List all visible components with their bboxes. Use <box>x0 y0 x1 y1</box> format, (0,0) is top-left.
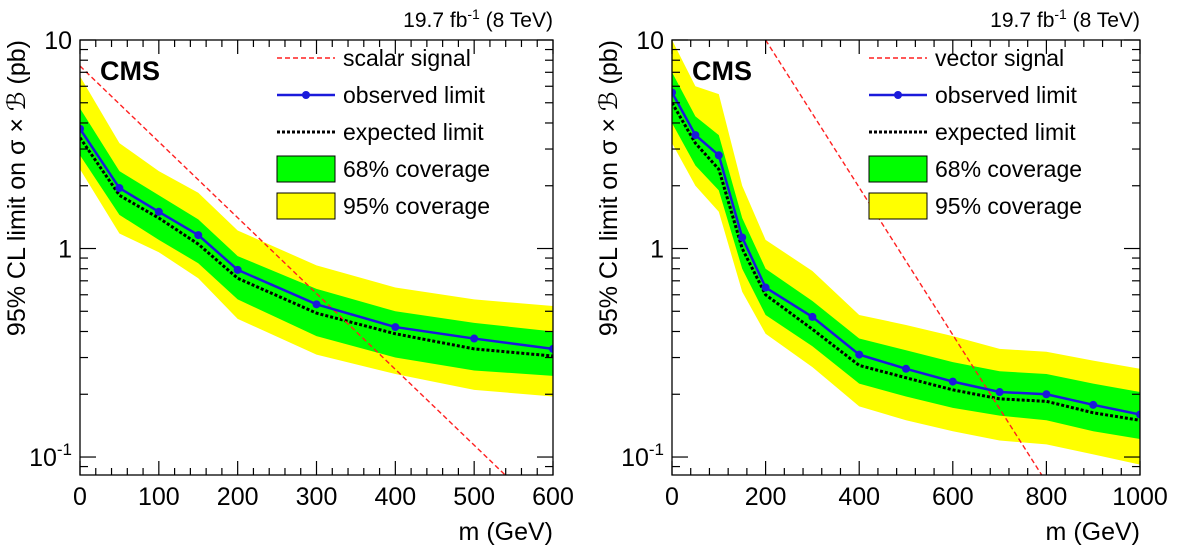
lumi-exponent: -1 <box>467 6 480 22</box>
y-tick-label-exponent: -1 <box>57 440 72 459</box>
y-tick-label: 1 <box>58 236 72 264</box>
observed-limit-point <box>154 207 163 216</box>
x-tick-label: 200 <box>745 483 787 511</box>
lumi-label: 19.7 fb-1 (8 TeV) <box>990 6 1140 32</box>
observed-limit-point <box>1136 410 1140 419</box>
x-axis-title: m (GeV) <box>459 518 553 546</box>
x-tick-label: 0 <box>665 483 679 511</box>
legend-band68-swatch <box>276 155 336 183</box>
legend-observed-label: observed limit <box>935 82 1077 108</box>
lumi-energy: (8 TeV) <box>480 9 553 32</box>
legend-band68-label: 68% coverage <box>935 156 1082 182</box>
y-tick-label-base: 10 <box>636 27 664 55</box>
observed-limit-point <box>902 364 910 373</box>
observed-limit-point <box>761 283 770 292</box>
y-tick-label: 10 <box>636 27 664 55</box>
observed-limit-point <box>1042 390 1051 399</box>
y-tick-label-exponent: -1 <box>649 440 664 459</box>
x-tick-label: 400 <box>374 483 416 511</box>
x-tick-label: 1000 <box>1112 483 1168 511</box>
y-tick-label-base: 10 <box>29 444 57 472</box>
observed-limit-point <box>233 265 242 274</box>
x-tick-label: 600 <box>532 483 574 511</box>
y-axis-title: 95% CL limit on σ × ℬ (pb) <box>3 40 31 336</box>
band-95-coverage <box>672 40 1140 465</box>
lumi-energy: (8 TeV) <box>1067 9 1140 32</box>
y-tick-label: 10-1 <box>29 440 72 472</box>
lumi-exponent: -1 <box>1054 6 1067 22</box>
observed-limit-point <box>115 184 124 193</box>
legend-signal-label: scalar signal <box>343 45 471 71</box>
signal-line <box>765 40 1043 475</box>
legend-observed-label: observed limit <box>343 82 485 108</box>
band-95-coverage <box>80 76 553 397</box>
signal-line <box>80 65 507 475</box>
observed-limit-point <box>714 151 723 160</box>
x-axis-title: m (GeV) <box>1046 518 1140 546</box>
observed-limit-point <box>691 131 700 140</box>
y-axis-title: 95% CL limit on σ × ℬ (pb) <box>595 40 623 336</box>
y-tick-label: 1 <box>650 236 664 264</box>
experiment-label: CMS <box>100 56 160 86</box>
x-tick-label: 800 <box>1026 483 1068 511</box>
observed-limit-point <box>672 88 676 97</box>
experiment-label: CMS <box>692 56 752 86</box>
observed-limit-point <box>549 344 553 353</box>
observed-limit-point <box>948 377 957 386</box>
observed-limit-point <box>391 323 400 332</box>
legend-expected-label: expected limit <box>935 119 1076 145</box>
x-tick-label: 0 <box>73 483 87 511</box>
legend-signal-label: vector signal <box>935 45 1064 71</box>
observed-limit-point <box>808 312 817 321</box>
observed-limit-point <box>995 388 1004 397</box>
y-tick-label-base: 1 <box>58 236 72 264</box>
lumi-value: 19.7 fb <box>403 9 467 32</box>
x-tick-label: 400 <box>838 483 880 511</box>
observed-limit-point <box>855 350 864 359</box>
y-tick-label: 10 <box>44 27 72 55</box>
legend-expected-label: expected limit <box>343 119 484 145</box>
legend-band95-label: 95% coverage <box>343 193 490 219</box>
plot-area <box>672 40 1140 475</box>
band-68-coverage <box>80 108 553 376</box>
lumi-label: 19.7 fb-1 (8 TeV) <box>403 6 553 32</box>
y-tick-label-base: 10 <box>621 444 649 472</box>
x-tick-label: 100 <box>138 483 180 511</box>
observed-limit-point <box>194 231 203 240</box>
observed-limit-point <box>80 124 84 133</box>
x-tick-label: 200 <box>217 483 259 511</box>
y-tick-label: 10-1 <box>621 440 664 472</box>
legend-band95-swatch <box>868 192 928 220</box>
observed-limit-point <box>470 334 479 343</box>
lumi-value: 19.7 fb <box>990 9 1054 32</box>
x-tick-label: 500 <box>453 483 495 511</box>
plot-area <box>80 65 553 475</box>
observed-limit-point <box>312 300 321 309</box>
x-tick-label: 600 <box>932 483 974 511</box>
observed-limit-point <box>1089 400 1098 409</box>
y-tick-label-base: 10 <box>44 27 72 55</box>
legend-band95-label: 95% coverage <box>935 193 1082 219</box>
expected-limit-line <box>80 136 553 358</box>
legend-observed-marker <box>894 91 902 99</box>
observed-limit-point <box>738 233 747 242</box>
legend-band95-swatch <box>276 192 336 220</box>
x-tick-label: 300 <box>296 483 338 511</box>
legend-band68-swatch <box>868 155 928 183</box>
y-tick-label-base: 1 <box>650 236 664 264</box>
legend-band68-label: 68% coverage <box>343 156 490 182</box>
legend-observed-marker <box>302 91 310 99</box>
expected-limit-line <box>672 102 1140 422</box>
